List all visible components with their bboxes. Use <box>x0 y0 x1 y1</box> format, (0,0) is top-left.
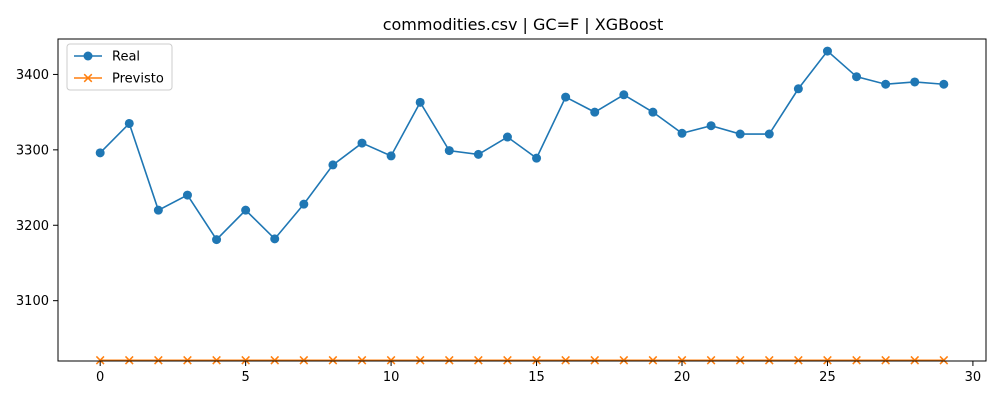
legend-marker-real <box>83 51 93 61</box>
x-tick-label: 30 <box>965 370 982 385</box>
y-tick-label: 3100 <box>16 294 49 309</box>
data-point-real <box>677 128 687 138</box>
data-point-previsto <box>241 355 250 365</box>
data-point-real <box>764 129 774 139</box>
legend-label-real: Real <box>112 50 140 65</box>
data-point-real <box>793 84 803 94</box>
data-point-previsto <box>183 355 192 365</box>
data-point-real <box>299 199 309 209</box>
data-point-real <box>852 72 862 82</box>
data-point-real <box>473 149 483 159</box>
data-point-previsto <box>532 355 541 365</box>
x-tick-label: 5 <box>241 370 249 385</box>
plot-area <box>57 38 987 362</box>
data-point-previsto <box>735 355 745 365</box>
x-tick-label: 0 <box>96 370 104 385</box>
x-tick-label: 10 <box>383 370 400 385</box>
chart-title: commodities.csv | GC=F | XGBoost <box>383 15 664 34</box>
legend: Real Previsto <box>66 43 173 91</box>
data-point-real <box>328 160 338 170</box>
legend-label-previsto: Previsto <box>112 72 164 87</box>
data-point-previsto <box>444 355 454 365</box>
data-point-previsto <box>706 355 716 365</box>
data-point-real <box>822 46 832 56</box>
data-point-real <box>212 235 222 245</box>
legend-marker-previsto <box>83 73 93 83</box>
data-point-previsto <box>328 355 338 365</box>
data-point-real <box>182 190 192 200</box>
data-point-previsto <box>95 355 105 365</box>
data-point-real <box>444 146 454 156</box>
data-point-real <box>706 121 716 131</box>
data-point-real <box>357 138 367 148</box>
data-point-real <box>153 205 163 215</box>
data-point-real <box>881 79 891 89</box>
y-tick-label: 3400 <box>16 68 49 83</box>
series-line-real <box>99 49 944 241</box>
data-point-real <box>532 153 542 163</box>
y-tick-label: 3200 <box>16 219 49 234</box>
data-point-real <box>124 118 134 128</box>
data-point-previsto <box>590 355 600 365</box>
x-tick-label: 25 <box>819 370 836 385</box>
y-tick-label: 3300 <box>16 143 49 158</box>
data-point-previsto <box>299 355 309 365</box>
data-point-previsto <box>474 355 483 365</box>
data-point-previsto <box>677 355 687 365</box>
x-tick-label: 20 <box>674 370 691 385</box>
data-point-real <box>95 148 105 158</box>
data-point-previsto <box>415 355 425 365</box>
data-point-previsto <box>212 355 221 365</box>
data-point-real <box>415 97 425 107</box>
data-point-previsto <box>648 355 658 365</box>
series-group <box>95 46 949 365</box>
data-point-previsto <box>852 355 861 365</box>
data-point-previsto <box>561 355 570 365</box>
x-tick-label: 15 <box>528 370 545 385</box>
data-point-real <box>735 129 745 139</box>
data-point-previsto <box>939 355 949 365</box>
data-point-previsto <box>154 355 163 365</box>
data-point-previsto <box>794 355 803 365</box>
data-point-real <box>648 107 658 117</box>
data-point-previsto <box>619 355 629 365</box>
axis-ticks: 0 5 10 15 20 25 30 3100 3200 3300 3400 <box>16 68 981 385</box>
data-point-real <box>270 234 280 244</box>
data-point-real <box>386 151 396 161</box>
data-point-previsto <box>503 355 512 365</box>
data-point-previsto <box>910 355 920 365</box>
data-point-real <box>590 107 600 117</box>
data-point-previsto <box>881 355 890 365</box>
data-point-real <box>241 205 251 215</box>
data-point-previsto <box>386 355 396 365</box>
data-point-real <box>910 77 920 87</box>
data-point-previsto <box>764 355 774 365</box>
data-point-real <box>561 92 571 102</box>
data-point-real <box>502 132 512 142</box>
data-point-real <box>619 90 629 100</box>
data-point-previsto <box>357 355 367 365</box>
data-point-previsto <box>270 355 280 365</box>
data-point-real <box>939 79 949 89</box>
data-point-previsto <box>124 355 134 365</box>
data-point-previsto <box>823 355 832 365</box>
